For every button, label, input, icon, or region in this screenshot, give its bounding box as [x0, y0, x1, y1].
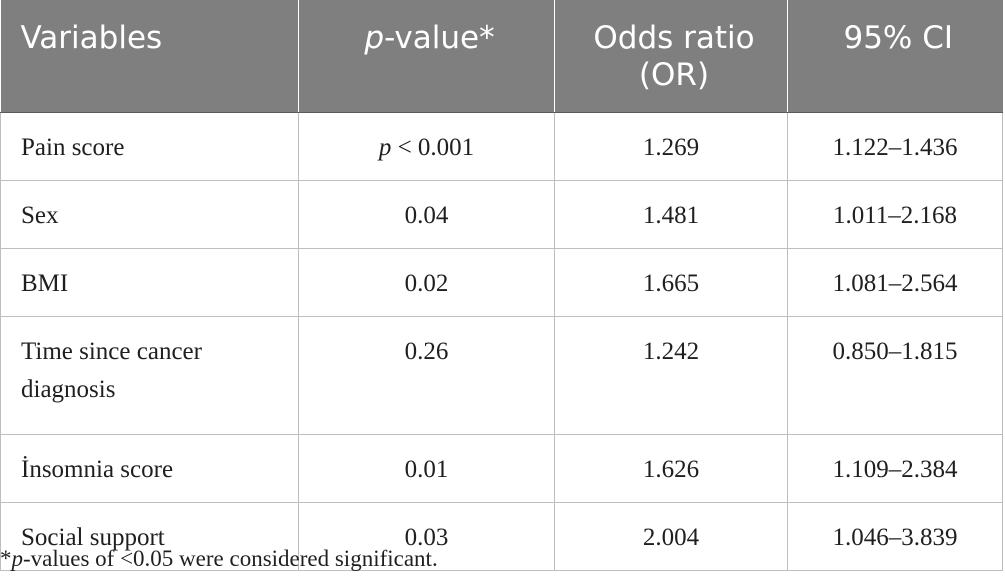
header-row: Variables p-value* Odds ratio (OR) 95% C…: [0, 0, 1003, 113]
cell-p-value: 0.02: [298, 247, 555, 316]
header-ci: 95% CI: [787, 0, 1003, 113]
header-variables: Variables: [0, 0, 299, 113]
cell-ci: 1.081–2.564: [787, 247, 1003, 316]
cell-odds-ratio: 1.242: [554, 315, 788, 434]
cell-p-value: 0.01: [298, 433, 555, 502]
cell-variable: İnsomnia score: [0, 433, 299, 502]
cell-p-value: 0.03: [298, 501, 555, 571]
cell-variable: Social support: [0, 501, 299, 571]
cell-ci: 1.046–3.839: [787, 501, 1003, 571]
cell-ci: 1.122–1.436: [787, 111, 1003, 180]
cell-odds-ratio: 1.626: [554, 433, 788, 502]
footnote-p-italic: p: [11, 546, 24, 571]
cell-odds-ratio: 2.004: [554, 501, 788, 571]
logistic-regression-table: Variables p-value* Odds ratio (OR) 95% C…: [0, 0, 1003, 571]
cell-p-value: 0.26: [298, 315, 555, 434]
cell-p-italic: p: [378, 133, 392, 161]
table-row: Pain score p < 0.001 1.269 1.122–1.436: [0, 111, 1003, 180]
cell-ci: 1.109–2.384: [787, 433, 1003, 502]
cell-odds-ratio: 1.665: [554, 247, 788, 316]
table-row: BMI 0.02 1.665 1.081–2.564: [0, 247, 1003, 316]
footnote-star: *: [0, 546, 12, 571]
cell-p-rest: < 0.001: [391, 133, 475, 161]
table-row: İnsomnia score 0.01 1.626 1.109–2.384: [0, 433, 1003, 502]
cell-p-value: p < 0.001: [298, 111, 555, 180]
table-body: Pain score p < 0.001 1.269 1.122–1.436 S…: [0, 111, 1003, 571]
table-row: Time since cancer diagnosis 0.26 1.242 0…: [0, 315, 1003, 434]
table-row: Sex 0.04 1.481 1.011–2.168: [0, 179, 1003, 248]
cell-p-value: 0.04: [298, 179, 555, 248]
results-table-container: Variables p-value* Odds ratio (OR) 95% C…: [0, 0, 1003, 571]
header-p-italic: p: [364, 20, 385, 56]
cell-odds-ratio: 1.269: [554, 111, 788, 180]
cell-variable: BMI: [0, 247, 299, 316]
cell-ci: 0.850–1.815: [787, 315, 1003, 434]
cell-ci: 1.011–2.168: [787, 179, 1003, 248]
footnote-text: -values of <0.05 were considered signifi…: [23, 546, 438, 571]
table-row: Social support 0.03 2.004 1.046–3.839: [0, 501, 1003, 571]
cell-odds-ratio: 1.481: [554, 179, 788, 248]
cell-variable: Time since cancer diagnosis: [0, 315, 299, 434]
header-p-rest: -value*: [384, 20, 495, 56]
table-header: Variables p-value* Odds ratio (OR) 95% C…: [0, 0, 1003, 113]
header-p-value: p-value*: [298, 0, 555, 113]
header-odds-ratio: Odds ratio (OR): [554, 0, 788, 113]
cell-variable: Sex: [0, 179, 299, 248]
table-footnote: *p-values of <0.05 were considered signi…: [0, 546, 438, 572]
cell-variable: Pain score: [0, 111, 299, 180]
